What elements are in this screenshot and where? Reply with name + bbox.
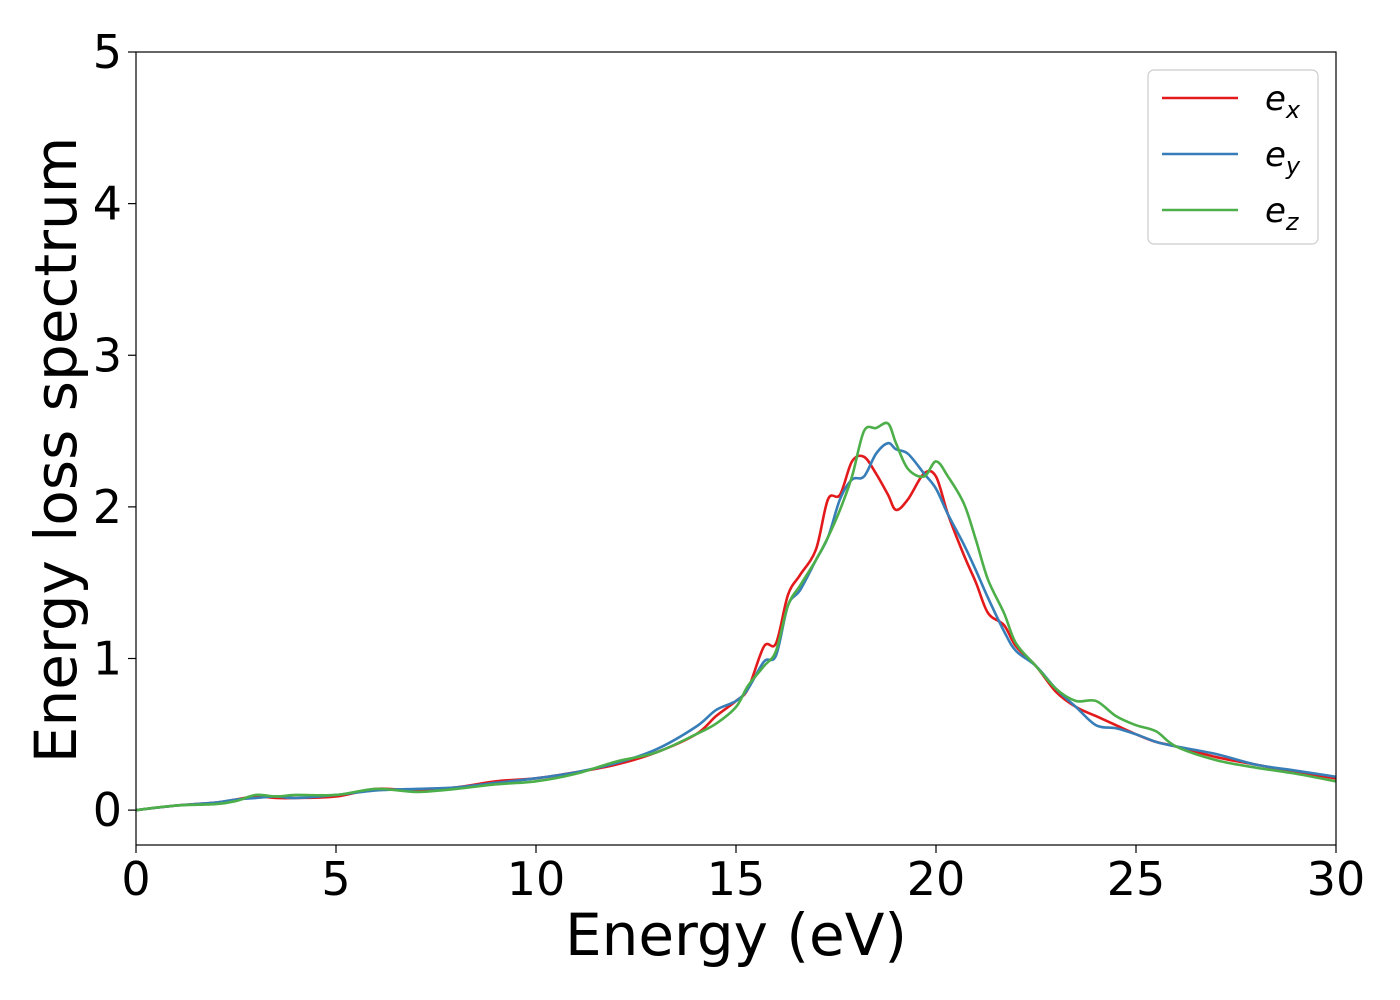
x-axis-ticks: 0 5 10 15 20 25 30 (121, 845, 1365, 906)
x-tick-label: 10 (507, 852, 566, 906)
plot-lines (135, 421, 1337, 812)
y-axis-title: Energy loss spectrum (22, 137, 90, 763)
y-tick-label: 3 (93, 328, 122, 382)
y-tick-label: 1 (93, 632, 122, 686)
y-tick-label: 2 (93, 480, 122, 534)
x-tick-label: 30 (1307, 852, 1366, 906)
y-axis-ticks: 0 1 2 3 4 5 (93, 25, 136, 837)
x-axis-title: Energy (eV) (565, 901, 907, 969)
x-tick-label: 25 (1107, 852, 1166, 906)
x-tick-label: 5 (321, 852, 350, 906)
x-tick-label: 20 (907, 852, 966, 906)
x-tick-label: 15 (707, 852, 766, 906)
series-line-z (135, 421, 1337, 812)
y-tick-label: 4 (93, 177, 122, 231)
legend-box (1147, 69, 1319, 245)
series-line-y (135, 441, 1337, 812)
y-tick-label: 5 (93, 25, 122, 79)
x-tick-label: 0 (121, 852, 150, 906)
y-tick-label: 0 (93, 783, 122, 837)
